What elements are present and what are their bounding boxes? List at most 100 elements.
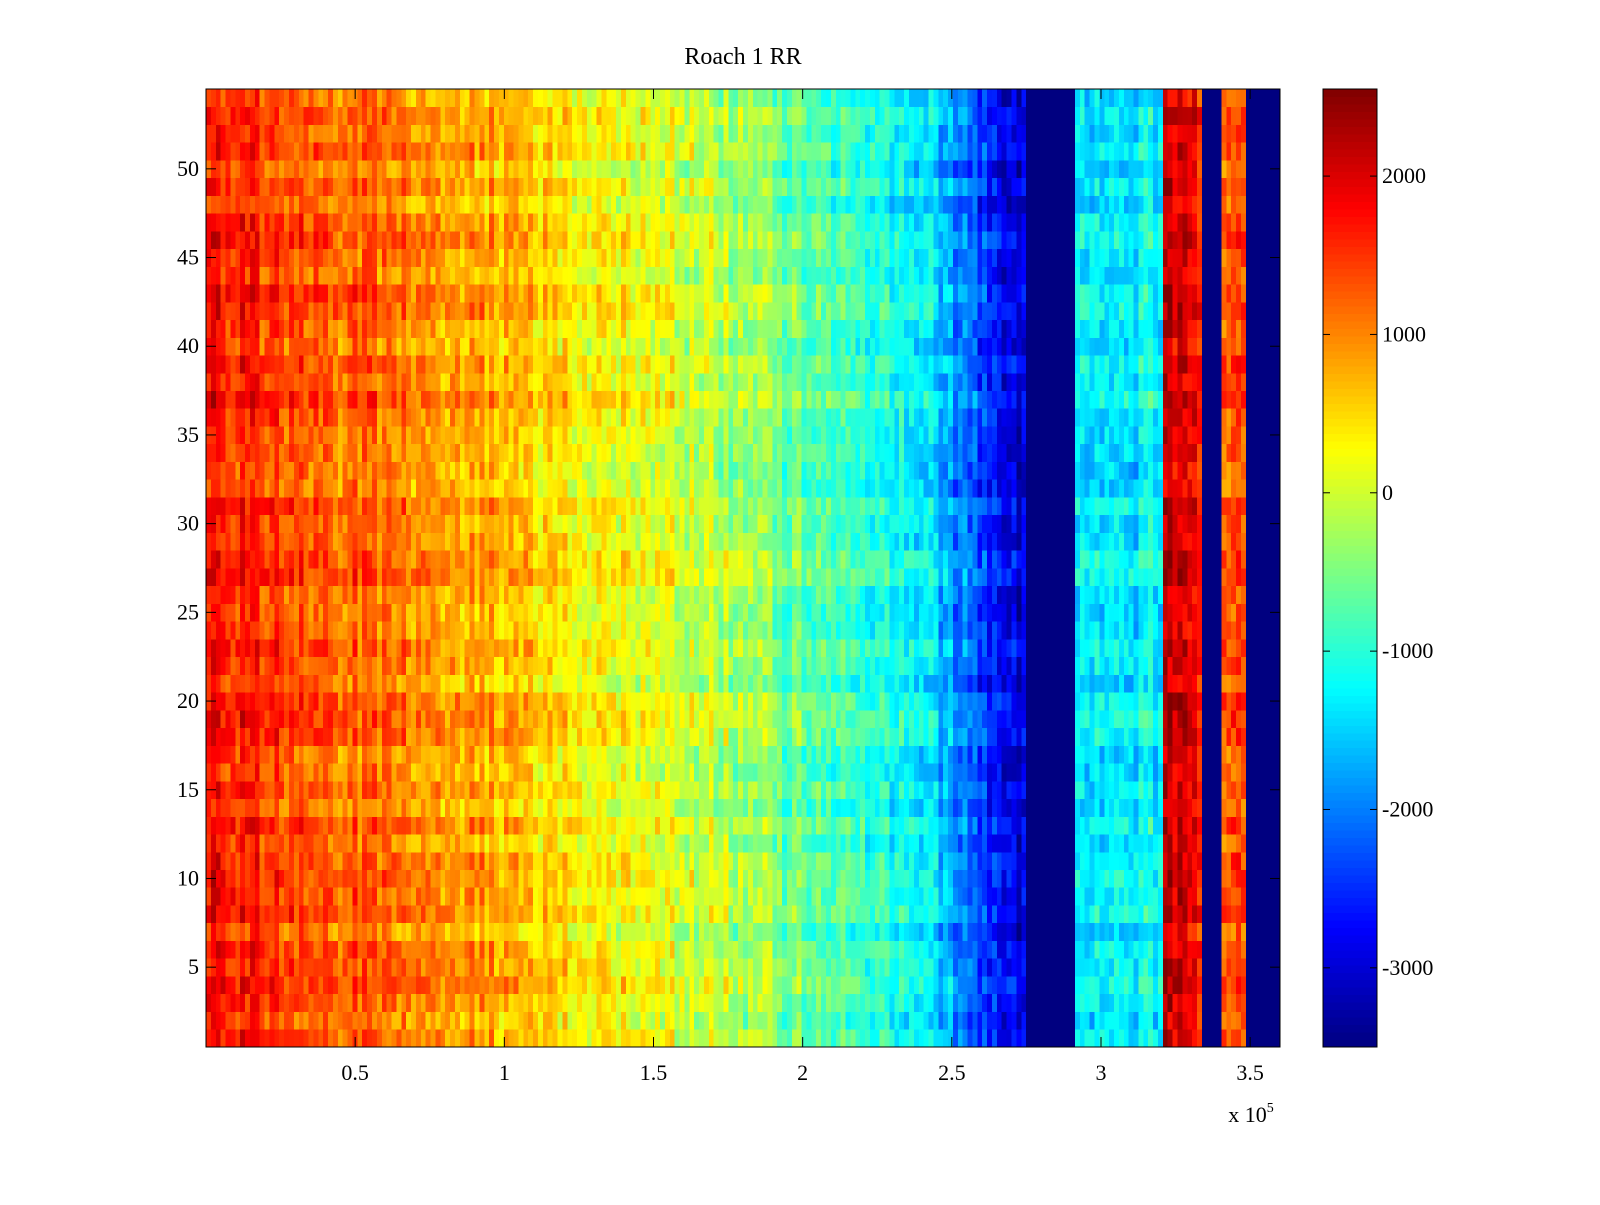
heatmap-cell — [503, 603, 510, 622]
heatmap-cell — [440, 301, 446, 321]
heatmap-cell — [401, 940, 407, 959]
heatmap-cell — [533, 976, 539, 995]
heatmap-cell — [332, 497, 339, 516]
heatmap-cell — [572, 692, 578, 711]
heatmap-cell — [454, 319, 461, 338]
heatmap-cell — [464, 248, 471, 267]
heatmap-cell — [513, 692, 519, 711]
heatmap-cell — [655, 709, 661, 729]
heatmap-cell — [464, 443, 471, 462]
heatmap-cell — [464, 497, 471, 516]
heatmap-cell — [616, 248, 622, 267]
heatmap-cell — [215, 780, 222, 800]
heatmap-cell — [508, 993, 514, 1012]
heatmap-cell — [533, 745, 539, 764]
heatmap-cell — [406, 301, 412, 321]
heatmap-cell — [645, 568, 651, 587]
heatmap-cell — [303, 106, 309, 125]
heatmap-cell — [347, 568, 353, 587]
heatmap-cell — [274, 319, 280, 338]
heatmap-cell — [411, 124, 417, 143]
heatmap-cell — [391, 230, 397, 250]
heatmap-cell — [313, 372, 319, 391]
heatmap-cell — [367, 1029, 373, 1048]
heatmap-cell — [518, 709, 524, 729]
heatmap-cell — [323, 638, 329, 658]
heatmap-cell — [474, 514, 480, 533]
heatmap-cell — [518, 301, 524, 321]
heatmap-cell — [430, 816, 436, 835]
heatmap-cell — [415, 142, 422, 161]
heatmap-cell — [401, 177, 407, 196]
heatmap-cell — [313, 266, 319, 285]
heatmap-cell — [459, 621, 466, 640]
heatmap-cell — [425, 958, 431, 977]
heatmap-cell — [625, 390, 632, 409]
heatmap-cell — [596, 905, 602, 924]
heatmap-cell — [528, 816, 534, 835]
heatmap-cell — [547, 159, 554, 179]
heatmap-cell — [450, 550, 456, 569]
heatmap-cell — [606, 284, 612, 303]
heatmap-cell — [640, 177, 646, 196]
heatmap-cell — [513, 124, 519, 143]
heatmap-cell — [288, 993, 295, 1012]
heatmap-cell — [655, 780, 661, 800]
heatmap-cell — [474, 319, 480, 338]
heatmap-cell — [411, 905, 417, 924]
heatmap-cell — [435, 532, 441, 551]
heatmap-cell — [489, 709, 495, 729]
heatmap-cell — [494, 106, 500, 125]
heatmap-cell — [498, 958, 505, 977]
heatmap-cell — [454, 1029, 461, 1048]
heatmap-cell — [581, 692, 588, 711]
heatmap-cell — [337, 780, 344, 800]
heatmap-cell — [225, 798, 231, 817]
heatmap-cell — [528, 745, 534, 764]
heatmap-cell — [430, 142, 436, 161]
heatmap-cell — [508, 940, 514, 959]
heatmap-cell — [293, 266, 300, 285]
heatmap-cell — [381, 532, 388, 551]
heatmap-cell — [542, 514, 549, 533]
heatmap-cell — [620, 745, 627, 764]
heatmap-cell — [269, 585, 275, 604]
heatmap-cell — [650, 940, 656, 959]
heatmap-cell — [440, 479, 446, 498]
heatmap-cell — [572, 177, 578, 196]
heatmap-cell — [215, 479, 222, 498]
heatmap-cell — [303, 195, 309, 214]
heatmap-cell — [523, 142, 529, 161]
heatmap-cell — [386, 408, 392, 427]
heatmap-cell — [337, 763, 344, 782]
heatmap-cell — [215, 514, 222, 533]
heatmap-cell — [391, 266, 397, 285]
heatmap-cell — [235, 851, 241, 870]
heatmap-cell — [577, 692, 583, 711]
heatmap-cell — [572, 1029, 578, 1048]
heatmap-cell — [533, 372, 539, 391]
heatmap-cell — [342, 124, 348, 143]
heatmap-cell — [625, 976, 632, 995]
heatmap-cell — [313, 638, 319, 658]
heatmap-cell — [328, 976, 334, 995]
heatmap-cell — [215, 461, 222, 480]
heatmap-cell — [430, 213, 436, 232]
heatmap-cell — [415, 638, 422, 658]
heatmap-cell — [259, 266, 265, 285]
heatmap-cell — [596, 887, 602, 906]
heatmap-cell — [269, 248, 275, 267]
heatmap-cell — [288, 674, 295, 693]
heatmap-cell — [454, 266, 461, 285]
heatmap-cell — [293, 1011, 300, 1030]
heatmap-cell — [454, 142, 461, 161]
heatmap-cell — [259, 337, 265, 356]
heatmap-cell — [572, 816, 578, 835]
heatmap-cell — [274, 337, 280, 356]
heatmap-cell — [542, 106, 549, 125]
heatmap-cell — [606, 390, 612, 409]
heatmap-cell — [625, 727, 632, 746]
heatmap-cell — [245, 124, 251, 143]
heatmap-cell — [469, 159, 475, 179]
heatmap-cell — [328, 213, 334, 232]
